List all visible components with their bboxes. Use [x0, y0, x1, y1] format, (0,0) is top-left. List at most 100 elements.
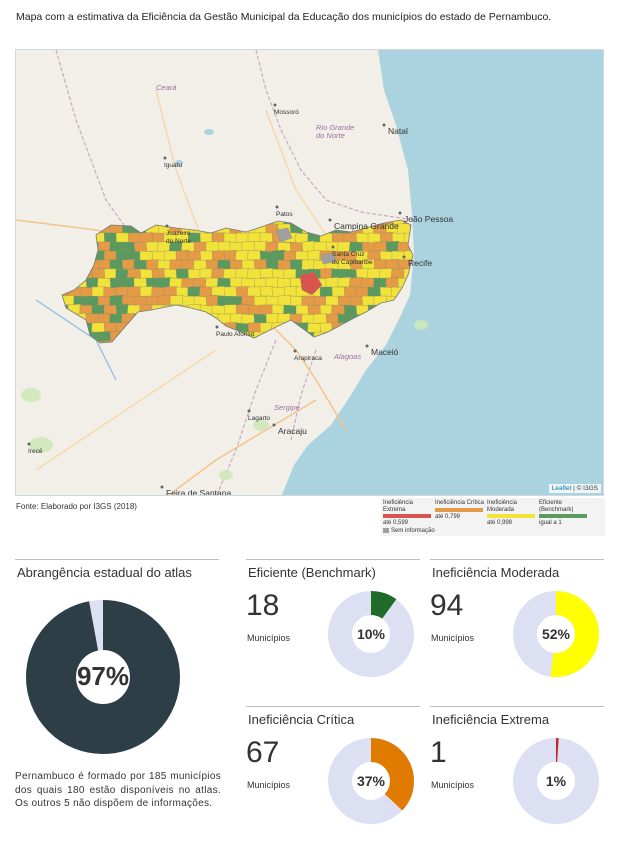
- legend-swatch: [539, 514, 587, 518]
- map-view[interactable]: Ceará Mossoró Rio Grande do Norte Natal Iguat…: [15, 49, 604, 496]
- municipality: [259, 267, 274, 279]
- municipality: [151, 268, 166, 279]
- map-label-place: Sergipe: [274, 403, 300, 412]
- stat-panel-benchmark: Eficiente (Benchmark) 18 Municípios 10%: [246, 559, 420, 689]
- municipality: [331, 286, 346, 298]
- map-place-dot: [27, 442, 31, 446]
- municipality: [373, 277, 388, 289]
- municipality: [169, 259, 184, 271]
- map-label-place: Arapiraca: [294, 355, 322, 362]
- map-place-dot: [275, 205, 279, 209]
- panel-divider: [246, 706, 420, 707]
- municipality: [175, 249, 190, 261]
- legend-item-benchmark: Eficiente (Benchmark) igual a 1: [539, 500, 591, 526]
- municipality: [307, 250, 322, 261]
- map-place-dot: [163, 156, 167, 160]
- municipality: [271, 249, 286, 262]
- municipality: [313, 313, 328, 325]
- coverage-panel: Abrangência estadual do atlas 97%: [15, 559, 219, 759]
- stat-title: Ineficiência Crítica: [248, 712, 355, 727]
- stat-panel-extrema: Ineficiência Extrema 1 Municípios 1%: [430, 706, 604, 836]
- stat-donut: 10%: [328, 591, 414, 677]
- municipality: [217, 241, 233, 253]
- municipality: [121, 277, 136, 288]
- municipality: [133, 241, 149, 253]
- map-place-labels: Ceará Mossoró Rio Grande do Norte Natal Iguat…: [27, 83, 453, 496]
- municipality: [193, 241, 208, 253]
- legend-label: Ineficiência Extrema: [383, 500, 414, 513]
- donut-percent-label: 1%: [545, 772, 567, 789]
- map-label-place: Feira de Santana: [166, 488, 231, 496]
- coverage-description: Pernambuco é formado por 185 municípios …: [15, 771, 221, 809]
- map-place-dot: [382, 123, 386, 127]
- municipality: [234, 250, 250, 261]
- map-place-dot: [293, 349, 297, 353]
- map-place-dot: [247, 409, 251, 413]
- donut-value-arc: [513, 591, 599, 677]
- legend-swatch: [487, 514, 535, 518]
- donut-chart: [26, 600, 180, 754]
- stat-count: 94: [430, 589, 464, 622]
- municipality-no-data: [275, 227, 293, 243]
- municipality: [198, 286, 214, 298]
- legend-no-data-label: Sem informação: [391, 528, 435, 534]
- municipality: [211, 250, 226, 261]
- municipality: [259, 286, 274, 297]
- stat-panel-moderada: Ineficiência Moderada 94 Municípios 52%: [430, 559, 604, 689]
- municipality: [163, 286, 179, 297]
- map-label-place: Ceará: [156, 83, 176, 92]
- municipality: [348, 277, 364, 289]
- stat-unit: Municípios: [247, 633, 291, 643]
- stat-title: Ineficiência Moderada: [432, 565, 560, 580]
- donut-value-arc: [26, 600, 180, 754]
- municipality: [187, 286, 202, 297]
- panel-divider: [15, 559, 219, 560]
- municipality: [91, 340, 106, 343]
- municipality: [127, 232, 142, 244]
- coverage-donut: 97%: [26, 600, 180, 754]
- map-source: Fonte: Elaborado por I3GS (2018): [16, 502, 137, 511]
- legend-item-critica: Ineficiência Crítica até 0,799: [435, 500, 487, 520]
- donut-chart: [328, 591, 414, 677]
- municipality: [139, 232, 154, 243]
- map-canvas[interactable]: Ceará Mossoró Rio Grande do Norte Natal Iguat…: [16, 50, 604, 496]
- map-label-place: Campina Grande: [334, 221, 399, 231]
- municipality: [385, 277, 400, 288]
- map-label-place: Juazeiro do Norte: [166, 230, 191, 245]
- legend-value: igual a 1: [539, 520, 562, 526]
- map-place-dot: [215, 325, 219, 329]
- municipality: [379, 268, 394, 279]
- municipality: [91, 286, 106, 297]
- municipality: [235, 267, 250, 280]
- legend-value: até 0,599: [383, 520, 409, 526]
- donut-chart: [328, 738, 414, 824]
- map-legend: Ineficiência Extrema até 0,599 Ineficiên…: [381, 498, 605, 536]
- attribution-text: | © I3GS: [571, 485, 598, 492]
- legend-item-moderada: Ineficiência Moderada até 0,998: [487, 500, 539, 526]
- panel-divider: [430, 706, 604, 707]
- legend-value: até 0,998: [487, 520, 513, 526]
- donut-value-arc: [328, 591, 414, 677]
- donut-percent-label: 10%: [356, 625, 386, 642]
- stat-unit: Municípios: [247, 780, 291, 790]
- legend-item-extrema: Ineficiência Extrema até 0,599: [383, 500, 435, 526]
- municipality: [337, 276, 352, 288]
- stat-count: 18: [246, 589, 280, 622]
- municipality: [121, 258, 136, 270]
- municipality: [103, 232, 118, 244]
- leaflet-link[interactable]: Leaflet: [551, 485, 572, 492]
- map-place-dot: [398, 211, 402, 215]
- municipality: [390, 268, 406, 279]
- donut-percent-label: 37%: [356, 772, 386, 789]
- donut-value-arc: [328, 738, 414, 824]
- panel-divider: [246, 559, 420, 560]
- page-title: Mapa com a estimativa da Eficiência da G…: [16, 11, 552, 23]
- municipality: [259, 304, 274, 315]
- donut-percent-label: 97%: [76, 661, 130, 692]
- legend-no-data-swatch: [383, 527, 389, 533]
- municipality: [253, 258, 269, 270]
- map-label-place: Aracaju: [278, 426, 307, 436]
- municipality: [349, 295, 364, 307]
- municipality: [175, 268, 190, 279]
- map-label-place: Rio Grande do Norte: [316, 123, 354, 140]
